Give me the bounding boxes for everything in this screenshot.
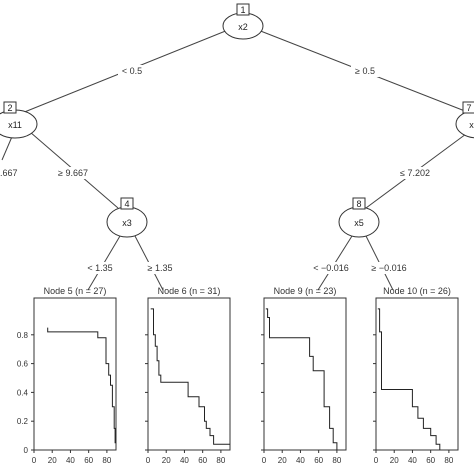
x-tick-label: 0 bbox=[374, 456, 379, 465]
x-tick-label: 40 bbox=[180, 456, 189, 465]
y-tick-label: 0.8 bbox=[17, 331, 29, 340]
y-tick-label: 0.2 bbox=[17, 417, 29, 426]
node-1-id: 1 bbox=[240, 5, 245, 15]
panel-node-9: Node 9 (n = 23) bbox=[263, 286, 347, 451]
x-tick-label: 20 bbox=[390, 456, 399, 465]
panel-title: Node 5 (n = 27) bbox=[44, 286, 107, 296]
edge-label-ge-1.35: ≥ 1.35 bbox=[148, 263, 173, 273]
x-tick-label: 0 bbox=[32, 456, 37, 465]
edge-label-lt-9.667: .667 bbox=[0, 168, 18, 178]
panel-frame bbox=[33, 297, 117, 451]
node-1-var: x2 bbox=[238, 22, 248, 32]
y-tick-label: 0.4 bbox=[17, 388, 29, 397]
x-tick-label: 0 bbox=[146, 456, 151, 465]
x-tick-label: 20 bbox=[48, 456, 57, 465]
node-7-var: x7 bbox=[469, 120, 474, 130]
edge-label-ge-0.5: ≥ 0.5 bbox=[355, 66, 375, 76]
panel-title: Node 10 (n = 26) bbox=[383, 286, 451, 296]
edge-label-le-7.202: ≤ 7.202 bbox=[400, 168, 430, 178]
tree-edges bbox=[1, 29, 471, 291]
y-tick-label: 0.6 bbox=[17, 360, 29, 369]
panel-node-10: Node 10 (n = 26) bbox=[375, 286, 459, 451]
node-2-var: x11 bbox=[8, 120, 22, 130]
node-2: 2 x11 bbox=[0, 101, 38, 139]
panel-node-6: Node 6 (n = 31) bbox=[147, 286, 231, 451]
survival-curve bbox=[150, 308, 230, 445]
edge-label-ge-9.667: ≥ 9.667 bbox=[58, 168, 88, 178]
x-tick-label: 20 bbox=[162, 456, 171, 465]
node-2-id: 2 bbox=[7, 103, 12, 113]
x-tick-label: 60 bbox=[198, 456, 207, 465]
edge-label-ge-neg0.016: ≥ −0.016 bbox=[371, 263, 406, 273]
x-tick-label: 40 bbox=[296, 456, 305, 465]
node-8: 8 x5 bbox=[338, 197, 380, 238]
x-tick-label: 80 bbox=[102, 456, 111, 465]
node-8-var: x5 bbox=[354, 218, 364, 228]
node-1: 1 x2 bbox=[222, 3, 264, 40]
x-tick-label: 80 bbox=[444, 456, 453, 465]
x-tick-label: 20 bbox=[278, 456, 287, 465]
panel-title: Node 9 (n = 23) bbox=[274, 286, 337, 296]
x-tick-label: 60 bbox=[84, 456, 93, 465]
node-7-id: 7 bbox=[466, 103, 471, 113]
survival-curve bbox=[377, 308, 441, 450]
x-tick-label: 40 bbox=[408, 456, 417, 465]
node-4-id: 4 bbox=[124, 199, 129, 209]
axes-layer: 0 20 40 60 80 0 0.2 0.4 0.6 0.8 0 20 40 60 80 0 20 40 60 80… bbox=[17, 331, 454, 465]
edge-label-lt-0.5: < 0.5 bbox=[122, 66, 142, 76]
y-tick-label: 0 bbox=[24, 446, 29, 455]
x-tick-label: 80 bbox=[332, 456, 341, 465]
survival-curve bbox=[47, 327, 116, 444]
x-tick-label: 60 bbox=[314, 456, 323, 465]
panel-title: Node 6 (n = 31) bbox=[158, 286, 221, 296]
x-tick-label: 60 bbox=[426, 456, 435, 465]
panel-node-5: Node 5 (n = 27) bbox=[33, 286, 117, 451]
edge-label-lt-neg0.016: < −0.016 bbox=[313, 263, 349, 273]
node-4-var: x3 bbox=[122, 218, 132, 228]
x-tick-label: 40 bbox=[66, 456, 75, 465]
node-8-id: 8 bbox=[356, 199, 361, 209]
panel-frame bbox=[375, 297, 459, 451]
edge-label-lt-1.35: < 1.35 bbox=[87, 263, 112, 273]
x-tick-label: 0 bbox=[262, 456, 267, 465]
panel-frame bbox=[263, 297, 347, 451]
panel-frame bbox=[147, 297, 231, 451]
x-tick-label: 80 bbox=[216, 456, 225, 465]
survival-curve bbox=[265, 308, 338, 450]
node-7: 7 x7 bbox=[455, 101, 474, 139]
node-4: 4 x3 bbox=[106, 197, 148, 238]
edge-labels: < 0.5 ≥ 0.5 .667 ≥ 9.667 ≤ 7.202 < 1.35 … bbox=[0, 65, 432, 274]
